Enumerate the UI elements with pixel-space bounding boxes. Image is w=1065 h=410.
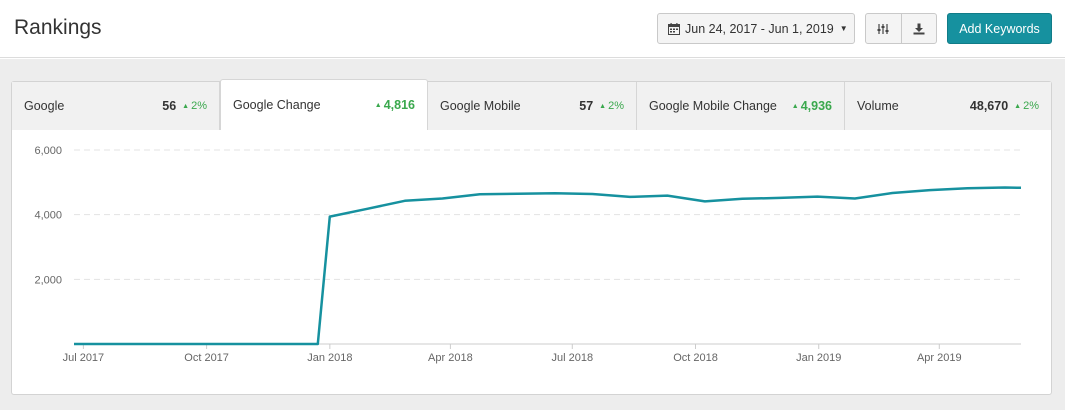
tab-change: 2% xyxy=(1023,100,1039,112)
filter-button[interactable] xyxy=(866,14,901,43)
x-tick-label: Jul 2018 xyxy=(551,352,593,364)
x-tick-label: Oct 2017 xyxy=(184,352,229,364)
tab-change: 2% xyxy=(191,100,207,112)
arrow-up-icon: ▲ xyxy=(182,103,190,110)
tab-volume[interactable]: Volume 48,670 ▲ 2% xyxy=(845,82,1051,130)
content-area: Google 56 ▲ 2% Google Change ▲ 4,816 Goog… xyxy=(0,59,1065,410)
rankings-panel: Google 56 ▲ 2% Google Change ▲ 4,816 Goog… xyxy=(11,79,1052,395)
tab-label: Google Change xyxy=(233,98,321,112)
page-title: Rankings xyxy=(14,16,102,39)
tab-google[interactable]: Google 56 ▲ 2% xyxy=(12,82,220,130)
tab-value: 57 xyxy=(579,99,594,113)
toolbar-icon-group xyxy=(865,13,937,44)
download-icon xyxy=(913,23,925,34)
x-tick-label: Apr 2018 xyxy=(428,352,473,364)
top-bar: Rankings Jun 24, 2017 - Jun 1, 2019 ▼ xyxy=(0,0,1065,58)
tab-value: 48,670 xyxy=(969,99,1009,113)
rankings-line-chart: 6,000 4,000 2,000 Jul 2017 Oct 2017 Jan 2018 A… xyxy=(34,145,1022,364)
caret-down-icon: ▼ xyxy=(839,24,848,33)
tab-label: Volume xyxy=(857,99,899,113)
arrow-up-icon: ▲ xyxy=(791,102,799,110)
tab-change: 2% xyxy=(608,100,624,112)
tab-change: 4,816 xyxy=(383,98,415,112)
tab-label: Google xyxy=(24,99,65,113)
arrow-up-icon: ▲ xyxy=(374,101,382,109)
y-tick-label: 2,000 xyxy=(34,274,62,286)
add-keywords-button[interactable]: Add Keywords xyxy=(947,13,1052,44)
metric-tabs: Google 56 ▲ 2% Google Change ▲ 4,816 Goog… xyxy=(12,79,1051,130)
x-tick-label: Oct 2018 xyxy=(673,352,718,364)
x-tick-label: Apr 2019 xyxy=(917,352,962,364)
tab-change: 4,936 xyxy=(800,99,832,113)
y-tick-label: 4,000 xyxy=(34,210,62,222)
series-line xyxy=(74,186,1022,346)
tab-label: Google Mobile Change xyxy=(649,99,777,113)
tab-label: Google Mobile xyxy=(440,99,521,113)
arrow-up-icon: ▲ xyxy=(1014,103,1022,110)
x-tick-label: Jan 2019 xyxy=(796,352,841,364)
arrow-up-icon: ▲ xyxy=(599,103,607,110)
x-tick-label: Jan 2018 xyxy=(307,352,352,364)
x-tick-label: Jul 2017 xyxy=(63,352,105,364)
date-range-label: Jun 24, 2017 - Jun 1, 2019 xyxy=(685,21,834,36)
download-button[interactable] xyxy=(900,14,937,43)
tab-value: 56 xyxy=(162,99,177,113)
tab-google-mobile-change[interactable]: Google Mobile Change ▲ 4,936 xyxy=(637,82,845,130)
tab-google-change[interactable]: Google Change ▲ 4,816 xyxy=(220,79,428,130)
date-range-picker[interactable]: Jun 24, 2017 - Jun 1, 2019 ▼ xyxy=(657,13,855,44)
y-tick-label: 6,000 xyxy=(34,145,62,157)
calendar-icon xyxy=(668,22,680,35)
filter-sliders-icon xyxy=(877,23,889,34)
tab-google-mobile[interactable]: Google Mobile 57 ▲ 2% xyxy=(428,82,637,130)
